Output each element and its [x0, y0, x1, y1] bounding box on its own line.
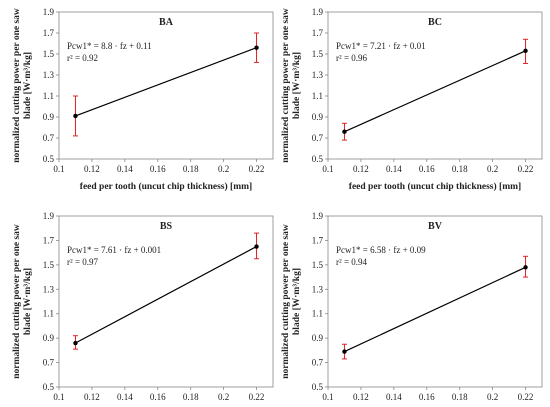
data-point — [342, 129, 347, 134]
y-tick-label: 1.9 — [312, 7, 324, 17]
y-tick-label: 1.9 — [312, 211, 324, 221]
y-tick-label: 1.1 — [312, 91, 323, 101]
y-tick-label: 1.9 — [43, 211, 55, 221]
x-tick-label: 0.14 — [386, 392, 402, 402]
r-squared-label: r² = 0.97 — [67, 257, 99, 267]
y-tick-label: 1.1 — [43, 309, 54, 319]
panel-title: BS — [160, 221, 173, 232]
x-tick-label: 0.18 — [183, 164, 199, 174]
y-axis-label: normalized cutting power per one sawblad… — [281, 8, 302, 163]
y-tick-label: 0.7 — [312, 133, 324, 143]
x-tick-label: 0.14 — [117, 164, 133, 174]
plot-frame — [58, 215, 274, 388]
y-tick-label: 0.5 — [43, 382, 55, 392]
regression-line — [344, 266, 526, 353]
chart-panel-bs: 0.5 0.7 0.9 1.1 1.3 1.5 1.7 1.9 0.1 0.12 0.14 0.16 0… — [12, 211, 274, 402]
y-axis-label: normalized cutting power per one sawblad… — [12, 8, 33, 163]
x-tick-label: 0.14 — [386, 164, 402, 174]
x-tick-label: 0.12 — [84, 392, 100, 402]
x-tick-label: 0.12 — [84, 164, 100, 174]
data-point — [254, 45, 259, 50]
regression-line — [75, 246, 257, 344]
y-tick-label: 0.5 — [312, 154, 324, 164]
y-tick-label: 0.5 — [43, 154, 55, 164]
y-axis-label: normalized cutting power per one sawblad… — [12, 224, 33, 379]
x-tick-label: 0.12 — [353, 164, 369, 174]
y-axis-label: normalized cutting power per one sawblad… — [281, 224, 302, 379]
chart-panel-ba: 0.5 0.7 0.9 1.1 1.3 1.5 1.7 1.9 0.1 0.12 0.14 0.16 0… — [12, 7, 274, 192]
y-tick-label: 1.3 — [43, 70, 55, 80]
x-tick-label: 0.1 — [322, 164, 333, 174]
x-tick-label: 0.16 — [150, 164, 166, 174]
y-tick-label: 0.7 — [43, 133, 55, 143]
regression-equation: Pcw1* = 8.8 · fz + 0.11 — [67, 41, 152, 51]
x-tick-label: 0.22 — [249, 392, 265, 402]
x-tick-label: 0.1 — [53, 392, 64, 402]
y-tick-label: 1.7 — [43, 28, 55, 38]
regression-equation: Pcw1* = 7.21 · fz + 0.01 — [336, 41, 426, 51]
x-tick-label: 0.12 — [353, 392, 369, 402]
y-tick-label: 1.9 — [43, 7, 55, 17]
y-tick-label: 1.3 — [312, 70, 324, 80]
data-point — [342, 349, 347, 354]
data-point — [73, 340, 78, 346]
y-tick-label: 0.9 — [312, 112, 324, 122]
y-tick-label: 0.9 — [43, 333, 55, 343]
r-squared-label: r² = 0.92 — [67, 53, 98, 63]
y-tick-label: 1.5 — [312, 49, 324, 59]
x-tick-label: 0.22 — [518, 164, 534, 174]
regression-equation: Pcw1* = 6.58 · fz + 0.09 — [336, 245, 426, 255]
x-tick-label: 0.2 — [487, 164, 498, 174]
plot-frame — [327, 215, 543, 388]
data-point — [254, 244, 259, 249]
y-tick-label: 1.7 — [312, 235, 324, 245]
x-tick-label: 0.14 — [117, 392, 133, 402]
y-tick-label: 1.5 — [43, 260, 55, 270]
x-tick-label: 0.1 — [53, 164, 64, 174]
plot-frame — [327, 11, 543, 160]
chart-panel-bc: 0.5 0.7 0.9 1.1 1.3 1.5 1.7 1.9 0.1 0.12 0.14 0.16 0… — [281, 7, 543, 192]
x-axis-label: feed per tooth (uncut chip thickness) [m… — [349, 181, 521, 192]
x-tick-label: 0.2 — [218, 164, 229, 174]
x-tick-label: 0.18 — [452, 392, 468, 402]
x-tick-label: 0.2 — [218, 392, 229, 402]
x-tick-label: 0.16 — [419, 392, 435, 402]
x-tick-label: 0.16 — [150, 392, 166, 402]
data-point — [523, 48, 528, 54]
chart-panel-bv: 0.5 0.7 0.9 1.1 1.3 1.5 1.7 1.9 0.1 0.12 0.14 0.16 0… — [281, 211, 543, 402]
x-tick-label: 0.22 — [518, 392, 534, 402]
r-squared-label: r² = 0.94 — [336, 257, 368, 267]
r-squared-label: r² = 0.96 — [336, 53, 368, 63]
data-point — [73, 113, 78, 119]
y-tick-label: 1.5 — [43, 49, 55, 59]
x-tick-label: 0.18 — [452, 164, 468, 174]
y-tick-label: 0.7 — [312, 358, 324, 368]
regression-line — [75, 47, 257, 117]
x-tick-label: 0.22 — [249, 164, 265, 174]
x-tick-label: 0.1 — [322, 392, 333, 402]
y-tick-label: 1.7 — [312, 28, 324, 38]
x-tick-label: 0.16 — [419, 164, 435, 174]
y-tick-label: 1.3 — [312, 284, 324, 294]
y-tick-label: 1.1 — [43, 91, 54, 101]
x-tick-label: 0.2 — [487, 392, 498, 402]
y-tick-label: 1.1 — [312, 309, 323, 319]
y-tick-label: 1.3 — [43, 284, 55, 294]
y-tick-label: 0.9 — [43, 112, 55, 122]
regression-line — [344, 50, 526, 133]
data-point — [523, 265, 528, 270]
y-tick-label: 0.7 — [43, 358, 55, 368]
plot-frame — [58, 11, 274, 160]
panel-title: BC — [428, 17, 442, 28]
x-axis-label: feed per tooth (uncut chip thickness) [m… — [80, 181, 252, 192]
y-tick-label: 1.7 — [43, 235, 55, 245]
y-tick-label: 1.5 — [312, 260, 324, 270]
panel-title: BA — [159, 17, 174, 28]
panel-title: BV — [428, 221, 443, 232]
regression-equation: Pcw1* = 7.61 · fz + 0.001 — [67, 245, 161, 255]
y-tick-label: 0.5 — [312, 382, 324, 392]
y-tick-label: 0.9 — [312, 333, 324, 343]
x-tick-label: 0.18 — [183, 392, 199, 402]
